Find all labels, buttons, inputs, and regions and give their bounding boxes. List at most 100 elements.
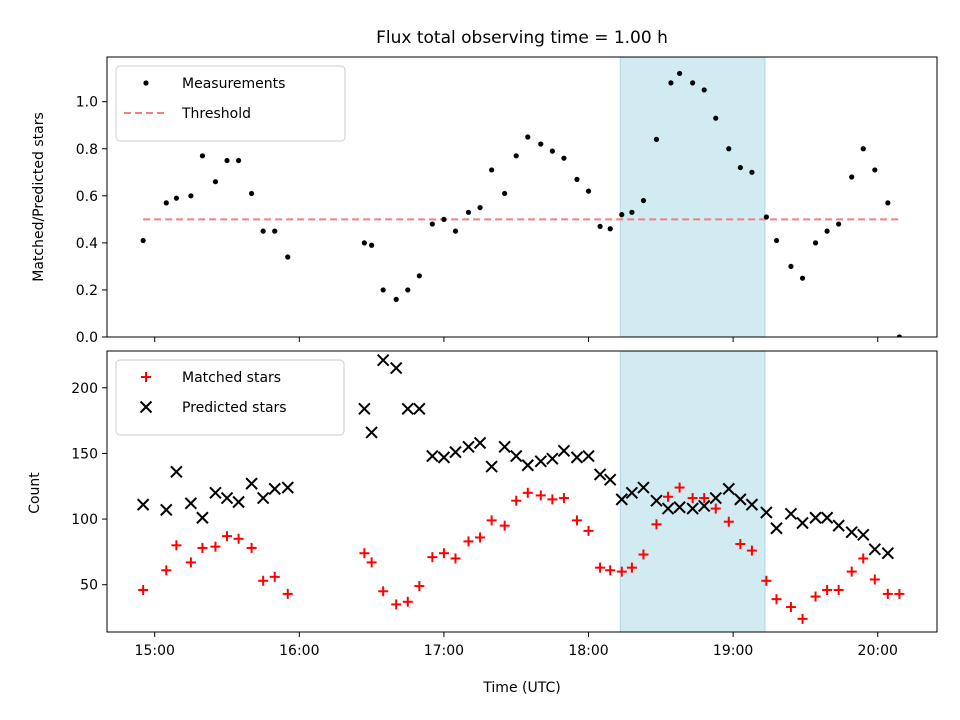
predicted-stars-marker — [570, 451, 584, 464]
predicted-stars-marker — [498, 440, 511, 454]
matched-stars-marker — [475, 532, 486, 543]
predicted-stars-marker — [232, 495, 245, 509]
measurement-point — [574, 176, 580, 182]
predicted-stars-marker — [376, 353, 390, 367]
x-tick-label: 15:00 — [135, 643, 175, 659]
predicted-stars-marker — [661, 502, 675, 515]
matched-stars-marker — [522, 487, 533, 498]
matched-stars-marker — [583, 525, 594, 536]
measurement-point — [502, 190, 508, 197]
predicted-stars-marker — [268, 482, 281, 496]
predicted-stars-marker — [722, 482, 735, 496]
measurement-point — [607, 226, 613, 232]
measurement-point — [489, 167, 495, 173]
matched-stars-marker — [366, 557, 377, 568]
top-axes-frame — [106, 56, 938, 338]
measurement-point — [561, 155, 567, 161]
matched-stars-marker — [246, 542, 257, 553]
matched-stars-marker — [858, 553, 869, 564]
measurement-point — [369, 242, 375, 248]
matched-stars-marker — [771, 594, 782, 605]
predicted-stars-marker — [534, 455, 548, 468]
predicted-stars-marker — [449, 445, 462, 459]
predicted-stars-marker — [426, 449, 439, 463]
predicted-stars-marker — [582, 449, 595, 463]
predicted-stars-marker — [625, 486, 639, 500]
measurement-point — [549, 148, 555, 154]
predicted-stars-marker — [673, 501, 686, 514]
matched-stars-marker — [723, 516, 734, 527]
bottom-y-tick-label: 200 — [71, 381, 98, 397]
matched-stars-marker — [710, 503, 721, 514]
measurement-point — [441, 216, 447, 222]
predicted-stars-marker — [857, 528, 870, 542]
matched-stars-marker — [833, 584, 844, 595]
matched-stars-marker — [185, 557, 196, 568]
matched-stars-marker — [197, 542, 208, 553]
predicted-stars-marker — [462, 440, 475, 454]
measurement-point — [619, 212, 625, 218]
predicted-stars-marker — [160, 503, 173, 517]
measurement-point — [773, 237, 780, 244]
measurement-point — [405, 287, 411, 293]
matched-stars-marker — [499, 520, 510, 531]
predicted-stars-marker — [521, 459, 534, 472]
matched-stars-marker — [595, 562, 606, 573]
chart-title: Flux total observing time = 1.00 h — [376, 28, 668, 48]
predicted-stars-marker — [832, 519, 845, 532]
measurement-point — [393, 296, 399, 302]
matched-stars-marker — [571, 515, 582, 526]
measurement-point — [812, 240, 819, 246]
measurement-point — [749, 169, 755, 175]
x-axis-label: Time (UTC) — [482, 680, 560, 696]
matched-stars-marker — [222, 531, 233, 542]
top-shaded-region — [619, 56, 766, 338]
bottom-y-tick-label: 150 — [71, 446, 98, 462]
predicted-stars-marker — [485, 460, 498, 473]
predicted-stars-marker — [281, 481, 294, 494]
measurement-point — [361, 240, 367, 246]
matched-stars-marker — [402, 596, 413, 607]
matched-stars-marker — [785, 602, 796, 613]
top-y-tick-label: 0.0 — [76, 330, 98, 346]
matched-stars-marker — [233, 533, 244, 544]
predicted-stars-marker — [845, 525, 858, 539]
measurement-point — [525, 134, 531, 140]
predicted-stars-marker — [510, 449, 523, 463]
top-data-layer — [140, 70, 903, 337]
predicted-stars-marker — [401, 402, 414, 415]
matched-stars-marker — [882, 588, 893, 599]
measurement-point — [285, 254, 291, 260]
matched-stars-marker — [846, 566, 857, 577]
measurement-point — [429, 221, 435, 227]
measurement-point — [726, 146, 732, 152]
measurement-point — [272, 228, 278, 234]
matched-stars-marker — [486, 515, 497, 526]
matched-stars-marker — [535, 490, 546, 501]
x-tick-label: 16:00 — [279, 643, 319, 659]
predicted-stars-marker — [881, 547, 895, 560]
predicted-stars-marker — [365, 426, 378, 439]
matched-stars-marker — [450, 553, 461, 564]
top-panel: 0.0 0.2 0.4 0.6 0.8 1.0 Measurements Threshold — [76, 56, 938, 346]
measurement-point — [416, 273, 422, 279]
measurement-point — [629, 209, 635, 215]
measurement-point — [737, 164, 743, 171]
matched-stars-marker — [427, 552, 438, 563]
matched-stars-marker — [359, 548, 370, 559]
matched-stars-marker — [797, 613, 808, 624]
measurement-point — [836, 221, 842, 227]
predicted-stars-marker — [697, 499, 711, 513]
measurement-point — [849, 174, 855, 180]
bottom-legend: Matched stars Predicted stars — [115, 359, 345, 436]
predicted-stars-marker — [413, 402, 426, 415]
measurement-point — [872, 167, 878, 173]
bottom-axes-frame — [106, 350, 938, 633]
matched-stars-marker — [511, 495, 522, 506]
predicted-stars-marker — [650, 494, 663, 507]
predicted-stars-marker — [557, 444, 571, 458]
predicted-stars-marker — [437, 451, 451, 464]
matched-stars-marker — [822, 584, 833, 595]
matched-stars-marker — [687, 493, 698, 504]
predicted-stars-marker — [196, 511, 209, 524]
